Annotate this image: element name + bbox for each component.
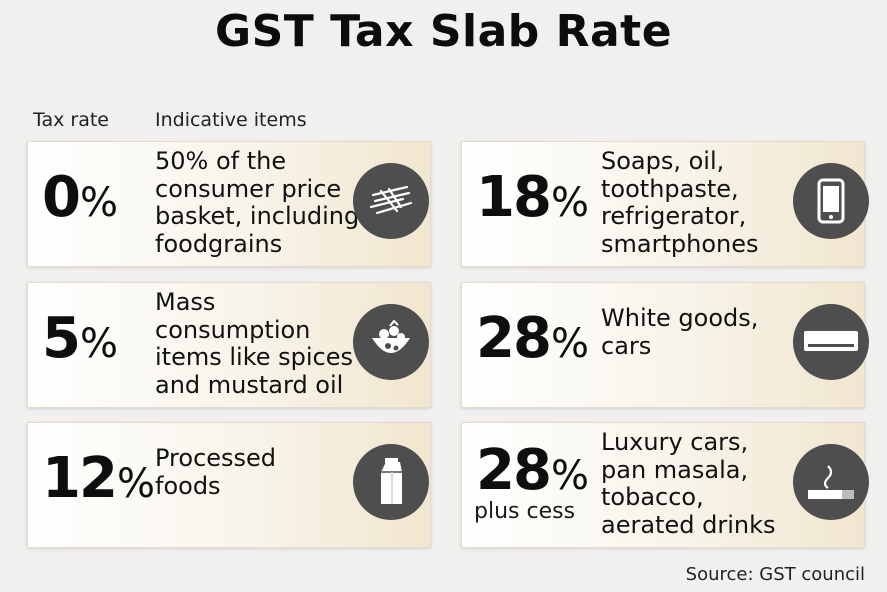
desc-line: and mustard oil [155,370,344,399]
indicative-items-text: Luxury cars, pan masala, tobacco, aerate… [601,428,776,539]
desc-line: pan masala, [601,455,749,484]
rate-number: 28 [476,306,552,371]
rate-number: 0 [42,165,81,230]
milk-carton-icon [353,444,429,520]
desc-line: items like spices [155,343,353,371]
desc-line: Soaps, oil, [601,147,725,175]
desc-line: consumption [155,315,311,344]
rate-number: 18 [476,165,552,230]
percent-sign: % [550,453,589,499]
desc-line: 50% of the [155,147,287,175]
tax-rate-value: 28% [476,311,589,367]
indicative-items-header: Indicative items [155,109,307,131]
percent-sign: % [79,180,118,226]
indicative-items-text: Mass consumption items like spices and m… [155,288,353,399]
slab-card-0: 0% 50% of the consumer price basket, inc… [27,141,431,267]
tax-rate-value: 28% [476,443,589,499]
slab-card-5: 5% Mass consumption items like spices an… [27,282,431,408]
desc-line: aerated drinks [601,510,776,539]
tax-rate-value: 12% [42,451,155,507]
indicative-items-text: Processed foods [155,444,277,500]
slab-card-12: 12% Processed foods [27,422,431,548]
spices-icon [353,304,429,380]
indicative-items-text: 50% of the consumer price basket, includ… [155,147,360,258]
indicative-items-text: White goods, cars [601,304,759,360]
slab-card-28: 28% White goods, cars [461,282,869,408]
air-conditioner-icon [793,304,869,380]
desc-line: Processed [155,444,277,472]
desc-line: smartphones [601,229,759,258]
desc-line: tobacco, [601,483,704,511]
percent-sign: % [79,321,118,367]
desc-line: Mass [155,288,216,316]
desc-line: foods [155,471,221,500]
rate-note: plus cess [474,499,576,524]
cigarette-icon [793,444,869,520]
tax-rate-header: Tax rate [33,109,109,131]
slab-card-18: 18% Soaps, oil, toothpaste, refrigerator… [461,141,869,267]
source-note: Source: GST council [685,564,865,585]
desc-line: Luxury cars, [601,428,749,456]
indicative-items-text: Soaps, oil, toothpaste, refrigerator, sm… [601,147,759,258]
desc-line: basket, including [155,202,360,230]
tax-rate-value: 5% [42,311,118,367]
desc-line: refrigerator, [601,202,747,230]
percent-sign: % [550,321,589,367]
rate-number: 28 [476,438,552,503]
tax-rate-value: 18% [476,170,589,226]
page-title: GST Tax Slab Rate [214,6,673,57]
rate-number: 12 [42,446,118,511]
slab-card-28-cess: 28% plus cess Luxury cars, pan masala, t… [461,422,869,548]
tax-rate-value: 0% [42,170,118,226]
rate-number: 5 [42,306,81,371]
desc-line: toothpaste, [601,174,739,203]
grain-icon [353,163,429,239]
desc-line: cars [601,331,652,360]
desc-line: consumer price [155,174,342,203]
percent-sign: % [116,461,155,507]
smartphone-icon [793,163,869,239]
percent-sign: % [550,180,589,226]
desc-line: White goods, [601,304,759,332]
desc-line: foodgrains [155,229,283,258]
